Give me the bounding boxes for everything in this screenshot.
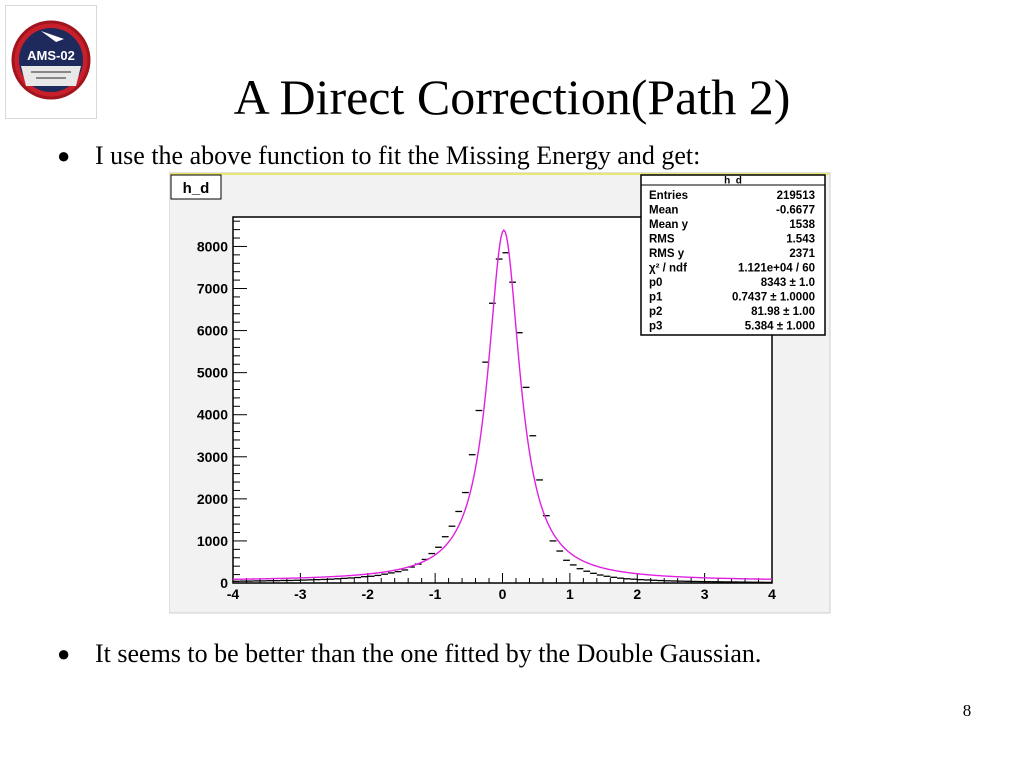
stats-box: h_d Entries 219513 Mean -0.6677 Mean y 1538 RM… (640, 174, 826, 336)
x-tick-label: 0 (499, 586, 507, 602)
y-tick-label: 4000 (197, 407, 228, 423)
stats-value: 81.98 ± 1.00 (751, 306, 815, 318)
bullet-1-text: I use the above function to fit the Miss… (95, 141, 701, 170)
stats-value: 5.384 ± 1.000 (745, 321, 815, 333)
y-tick-label: 2000 (197, 491, 228, 507)
stats-box-title: h_d (724, 176, 742, 187)
x-tick-label: 1 (566, 586, 574, 602)
x-tick-label: -4 (227, 586, 240, 602)
stats-label: RMS y (649, 248, 685, 260)
y-tick-label: 3000 (197, 449, 228, 465)
fit-curve (232, 229, 773, 580)
canvas-top-edge (170, 173, 829, 175)
y-tick-label: 1000 (197, 533, 228, 549)
stats-value: 219513 (777, 190, 815, 202)
histogram-chart: -4 -3 -2 -1 0 1 2 3 4 0 1000 2000 3000 4000 5000 6000 7… (168, 171, 831, 619)
x-tick-label: -1 (429, 586, 442, 602)
y-tick-labels: 0 1000 2000 3000 4000 5000 6000 7000 8000 (197, 238, 228, 591)
stats-label: RMS (649, 234, 675, 246)
stats-label: p3 (649, 321, 662, 333)
y-tick-label: 5000 (197, 365, 228, 381)
x-tick-label: -3 (294, 586, 307, 602)
page-number: 8 (962, 701, 972, 720)
x-tick-label: 2 (633, 586, 641, 602)
x-tick-label: -2 (362, 586, 375, 602)
ams-02-logo-graphic: AMS-02 (11, 20, 91, 100)
bullet-dot-icon: ● (57, 143, 71, 168)
stats-label: Entries (649, 190, 688, 202)
stats-value: 8343 ± 1.0 (761, 277, 815, 289)
stats-label: Mean y (649, 219, 689, 231)
slide-title: A Direct Correction(Path 2) (233, 69, 791, 125)
stats-value: 1.543 (786, 234, 815, 246)
stats-value: 1.121e+04 / 60 (738, 263, 815, 275)
bullet-2-text: It seems to be better than the one fitte… (95, 639, 762, 668)
stats-value: -0.6677 (776, 205, 815, 217)
x-tick-label: 4 (768, 586, 776, 602)
logo-text: AMS-02 (27, 48, 75, 63)
y-tick-label: 8000 (197, 238, 228, 254)
y-tick-label: 0 (220, 575, 228, 591)
stats-label: Mean (649, 205, 678, 217)
stats-label: χ² / ndf (649, 263, 687, 275)
stats-label: p2 (649, 306, 662, 318)
stats-value: 1538 (789, 219, 815, 231)
stats-label: p0 (649, 277, 662, 289)
stats-value: 0.7437 ± 1.0000 (732, 292, 815, 304)
y-tick-label: 7000 (197, 281, 228, 297)
bullet-dot-icon: ● (57, 641, 71, 666)
ams-02-logo: AMS-02 (5, 5, 97, 119)
x-tick-label: 3 (701, 586, 709, 602)
y-tick-label: 6000 (197, 323, 228, 339)
histogram-svg: -4 -3 -2 -1 0 1 2 3 4 0 1000 2000 3000 4000 5000 6000 7… (168, 171, 831, 614)
chart-title-box: h_d (170, 174, 222, 200)
x-tick-labels: -4 -3 -2 -1 0 1 2 3 4 (227, 586, 776, 602)
stats-value: 2371 (789, 248, 815, 260)
chart-title: h_d (183, 180, 210, 197)
stats-label: p1 (649, 292, 663, 304)
